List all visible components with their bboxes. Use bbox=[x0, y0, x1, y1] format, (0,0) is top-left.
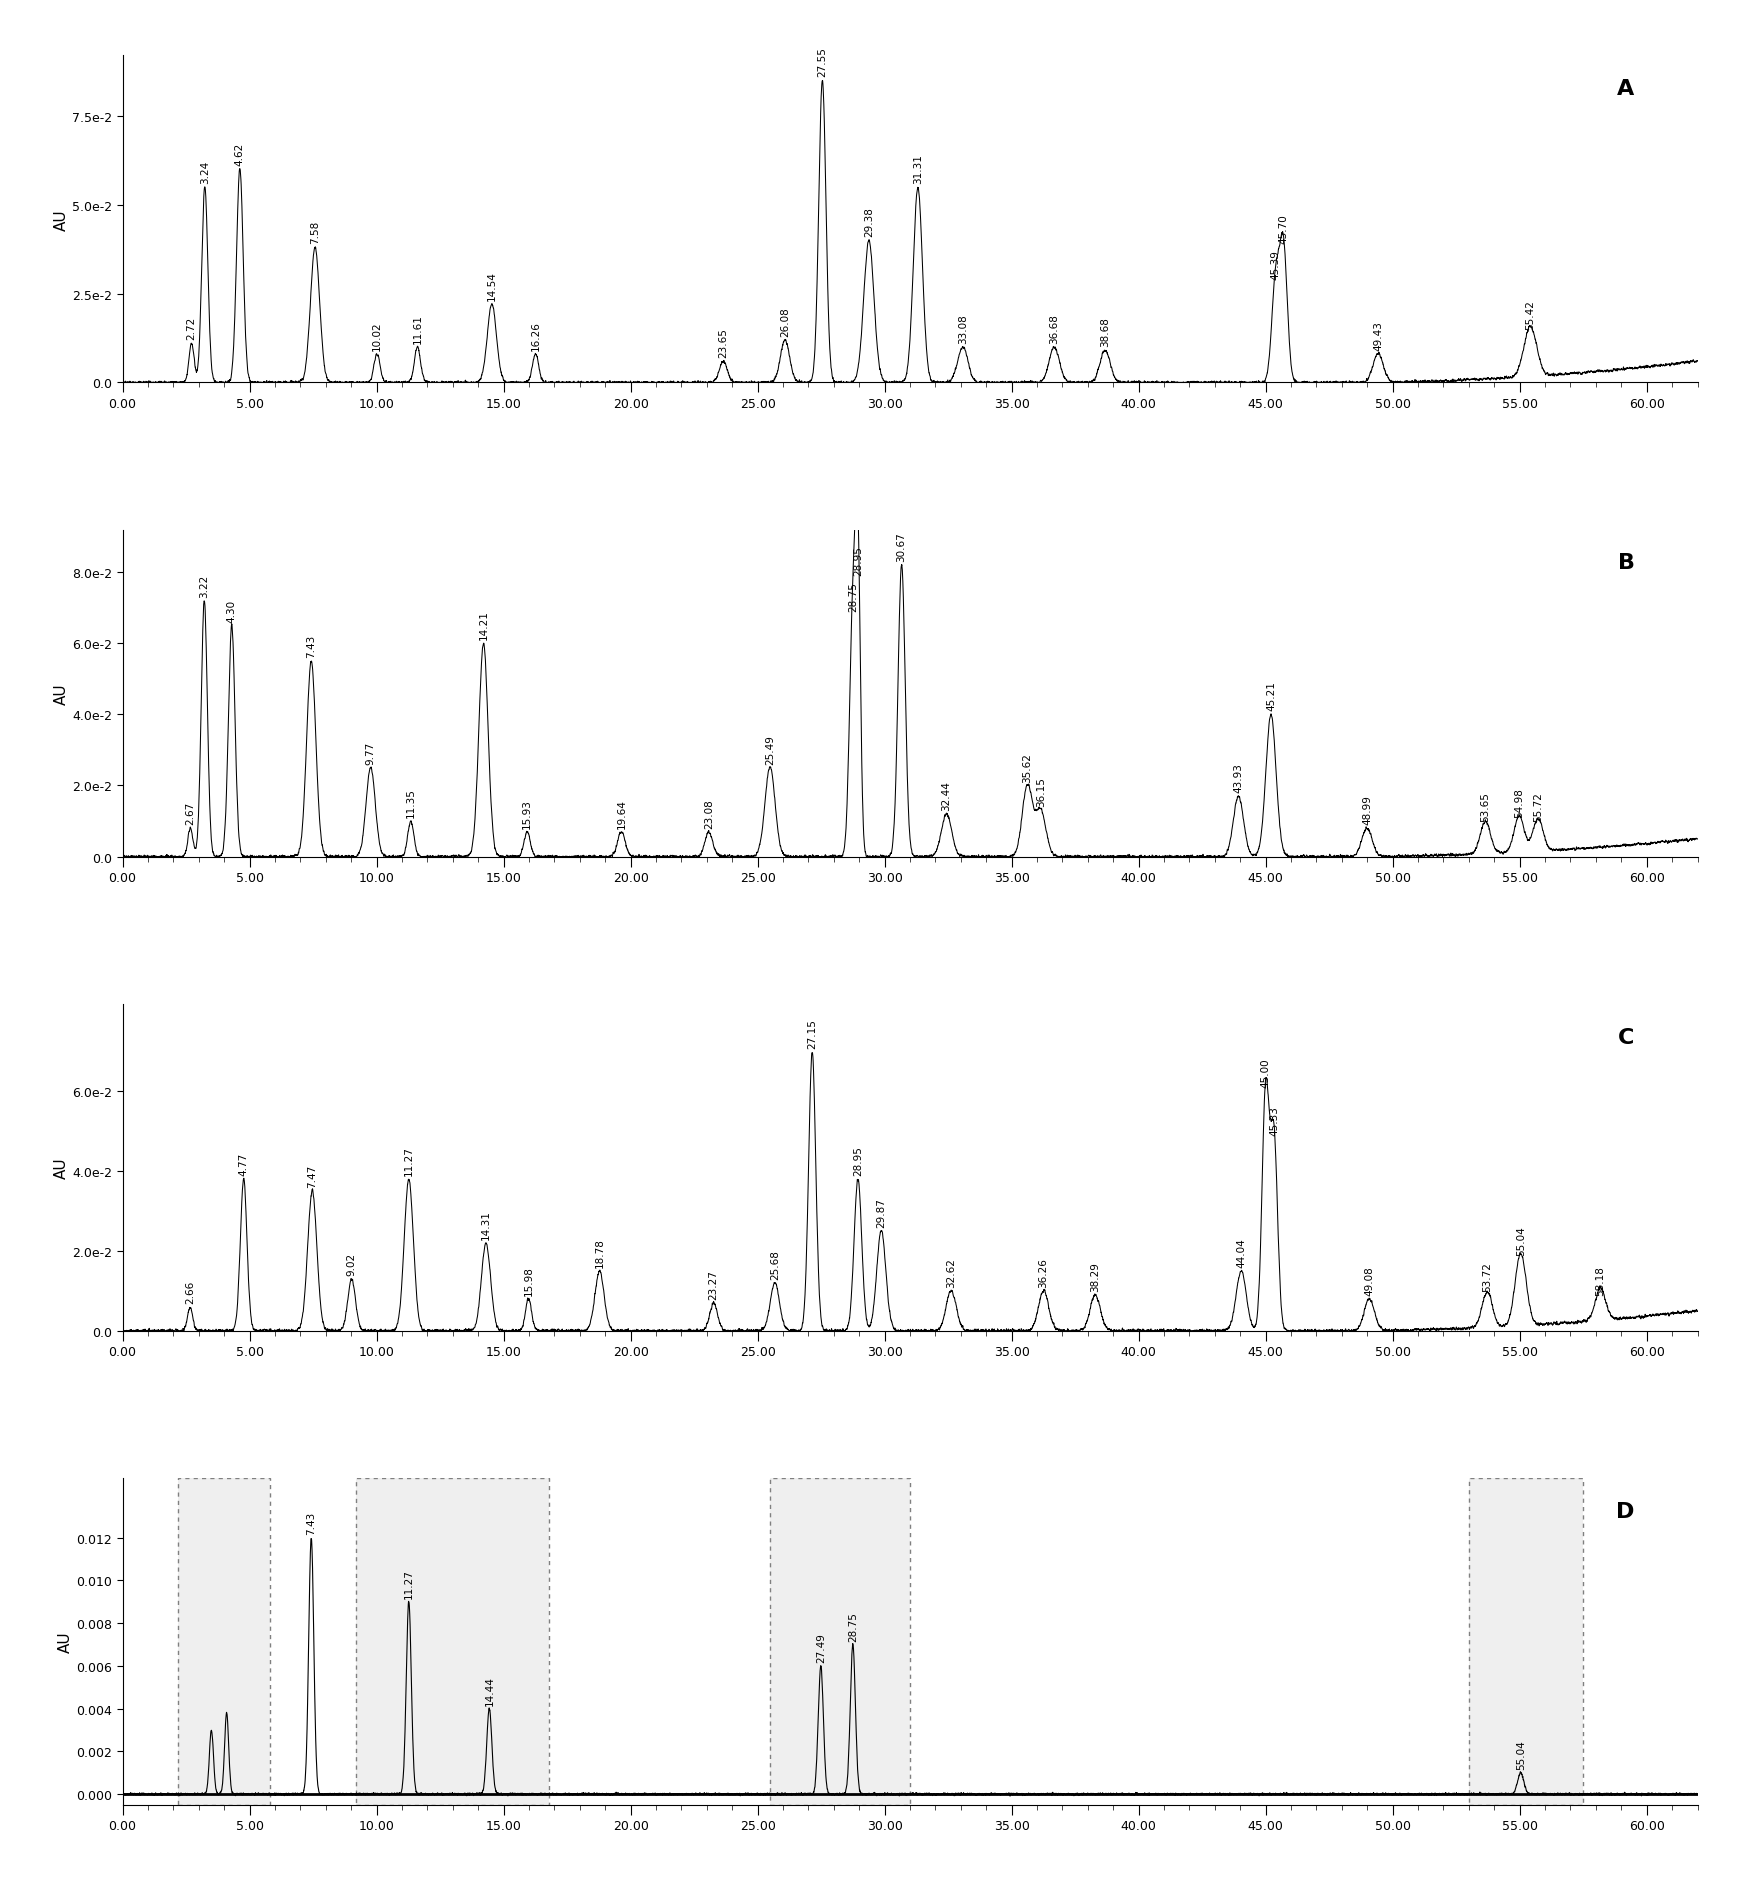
Text: 28.95: 28.95 bbox=[852, 547, 863, 575]
Text: 38.68: 38.68 bbox=[1101, 318, 1110, 348]
Text: 55.04: 55.04 bbox=[1516, 1739, 1526, 1769]
Text: 14.54: 14.54 bbox=[487, 271, 497, 301]
Text: 16.26: 16.26 bbox=[530, 321, 541, 352]
Text: 7.47: 7.47 bbox=[308, 1164, 317, 1188]
Text: 15.93: 15.93 bbox=[522, 799, 532, 829]
Text: 30.67: 30.67 bbox=[896, 532, 906, 562]
Text: 4.62: 4.62 bbox=[234, 143, 245, 165]
Bar bbox=[770, 1478, 910, 1805]
Text: 27.49: 27.49 bbox=[816, 1632, 826, 1662]
Text: 27.55: 27.55 bbox=[817, 47, 828, 77]
Text: 31.31: 31.31 bbox=[914, 154, 922, 184]
Text: 19.64: 19.64 bbox=[616, 799, 626, 829]
Text: 11.61: 11.61 bbox=[413, 314, 422, 344]
Text: 7.43: 7.43 bbox=[306, 635, 317, 658]
Y-axis label: AU: AU bbox=[58, 1630, 74, 1653]
Text: 53.72: 53.72 bbox=[1482, 1261, 1493, 1292]
Text: 2.67: 2.67 bbox=[186, 801, 196, 825]
Text: 44.04: 44.04 bbox=[1236, 1237, 1246, 1267]
Text: 18.78: 18.78 bbox=[595, 1237, 604, 1267]
Text: 38.29: 38.29 bbox=[1090, 1261, 1101, 1292]
Text: 49.08: 49.08 bbox=[1365, 1265, 1374, 1295]
Text: 29.87: 29.87 bbox=[877, 1198, 886, 1228]
Text: 55.04: 55.04 bbox=[1516, 1226, 1526, 1256]
Text: 7.58: 7.58 bbox=[310, 222, 320, 244]
Text: 11.35: 11.35 bbox=[406, 788, 416, 818]
Text: 45.21: 45.21 bbox=[1265, 681, 1276, 711]
Text: 9.02: 9.02 bbox=[346, 1252, 357, 1275]
Text: 23.65: 23.65 bbox=[718, 329, 728, 357]
Text: 45.39: 45.39 bbox=[1270, 250, 1281, 280]
Text: 4.77: 4.77 bbox=[238, 1152, 248, 1175]
Text: 35.62: 35.62 bbox=[1022, 752, 1032, 782]
Text: 53.65: 53.65 bbox=[1480, 791, 1491, 822]
Bar bbox=[1468, 1478, 1584, 1805]
Text: 3.22: 3.22 bbox=[200, 573, 210, 598]
Text: 36.26: 36.26 bbox=[1038, 1258, 1048, 1288]
Text: 23.27: 23.27 bbox=[709, 1269, 719, 1299]
Bar bbox=[1468, 1478, 1584, 1805]
Text: A: A bbox=[1617, 79, 1634, 100]
Bar bbox=[357, 1478, 550, 1805]
Text: C: C bbox=[1619, 1026, 1634, 1047]
Text: 54.98: 54.98 bbox=[1514, 788, 1524, 818]
Y-axis label: AU: AU bbox=[54, 1156, 70, 1179]
Text: 14.31: 14.31 bbox=[481, 1209, 492, 1239]
Text: 28.75: 28.75 bbox=[847, 1611, 858, 1641]
Text: 25.49: 25.49 bbox=[765, 735, 775, 765]
Text: 32.62: 32.62 bbox=[947, 1258, 956, 1288]
Text: 9.77: 9.77 bbox=[366, 741, 376, 765]
Text: 27.15: 27.15 bbox=[807, 1019, 817, 1047]
Bar bbox=[770, 1478, 910, 1805]
Text: 33.08: 33.08 bbox=[957, 314, 968, 344]
Text: 11.27: 11.27 bbox=[404, 1145, 413, 1175]
Text: 15.98: 15.98 bbox=[523, 1265, 534, 1295]
Text: 23.08: 23.08 bbox=[704, 799, 714, 829]
Text: 4.30: 4.30 bbox=[228, 600, 236, 622]
Text: 14.21: 14.21 bbox=[478, 611, 488, 639]
Text: 45.33: 45.33 bbox=[1269, 1105, 1279, 1136]
Text: 29.38: 29.38 bbox=[864, 207, 873, 237]
Text: B: B bbox=[1617, 553, 1634, 573]
Text: 43.93: 43.93 bbox=[1234, 763, 1244, 793]
Text: 2.66: 2.66 bbox=[186, 1280, 194, 1303]
Text: 58.18: 58.18 bbox=[1596, 1265, 1605, 1295]
Text: 7.43: 7.43 bbox=[306, 1512, 317, 1534]
Text: 32.44: 32.44 bbox=[942, 780, 952, 810]
Text: 10.02: 10.02 bbox=[373, 321, 382, 352]
Text: 3.24: 3.24 bbox=[200, 160, 210, 184]
Bar bbox=[178, 1478, 270, 1805]
Y-axis label: AU: AU bbox=[54, 209, 70, 231]
Text: 45.00: 45.00 bbox=[1260, 1058, 1270, 1089]
Y-axis label: AU: AU bbox=[54, 682, 70, 705]
Text: 45.70: 45.70 bbox=[1279, 214, 1288, 244]
Bar bbox=[178, 1478, 270, 1805]
Text: 11.27: 11.27 bbox=[404, 1568, 413, 1598]
Text: 28.95: 28.95 bbox=[852, 1145, 863, 1175]
Text: 55.42: 55.42 bbox=[1526, 299, 1535, 329]
Text: 48.99: 48.99 bbox=[1362, 795, 1372, 825]
Text: 36.15: 36.15 bbox=[1036, 776, 1046, 807]
Text: 28.75: 28.75 bbox=[847, 581, 858, 611]
Text: D: D bbox=[1617, 1500, 1634, 1521]
Text: 2.72: 2.72 bbox=[187, 318, 196, 340]
Text: 36.68: 36.68 bbox=[1050, 314, 1059, 344]
Text: 49.43: 49.43 bbox=[1374, 321, 1382, 352]
Text: 14.44: 14.44 bbox=[485, 1675, 493, 1705]
Text: 25.68: 25.68 bbox=[770, 1250, 780, 1278]
Text: 26.08: 26.08 bbox=[780, 306, 789, 337]
Text: 55.72: 55.72 bbox=[1533, 791, 1544, 822]
Bar bbox=[357, 1478, 550, 1805]
